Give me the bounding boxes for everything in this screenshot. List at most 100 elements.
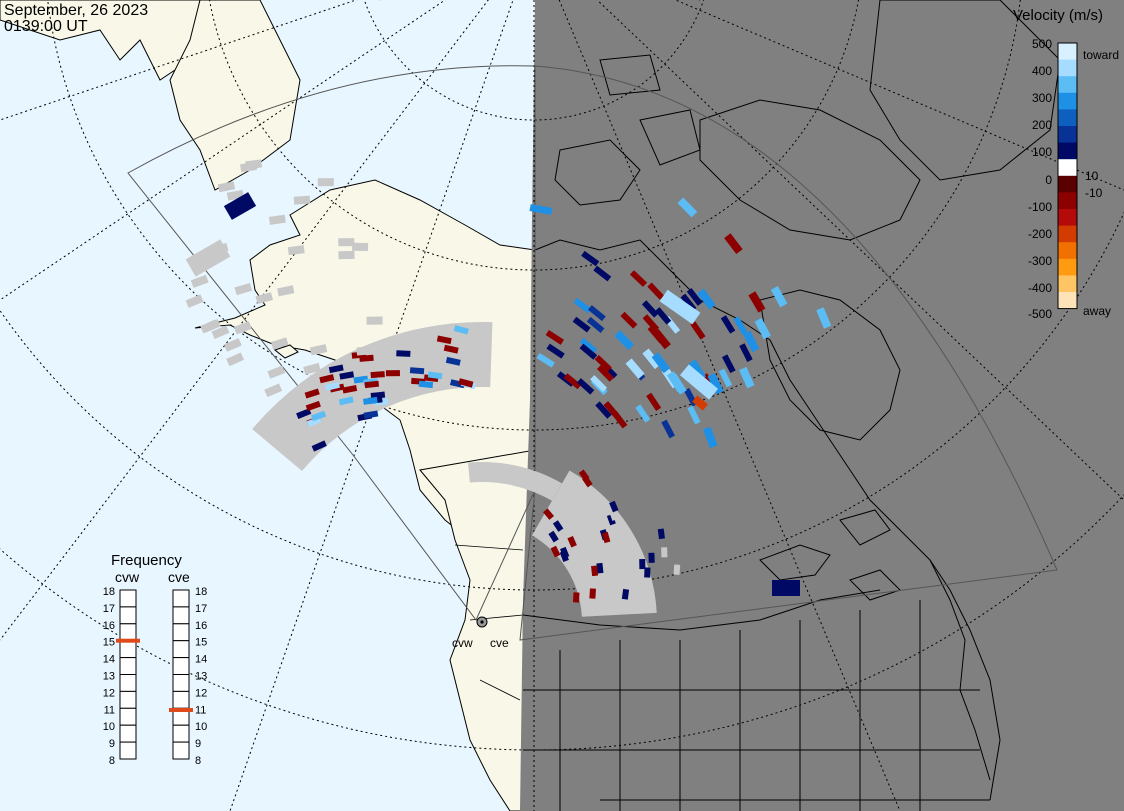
velocity-cell: [443, 344, 459, 354]
canada-coastline: [534, 239, 1001, 801]
legend-color-swatch: [1058, 192, 1077, 210]
frequency-cell: [119, 741, 137, 760]
velocity-cell: [363, 410, 379, 419]
frequency-scale-label: 18: [195, 586, 207, 598]
velocity-cell: [581, 513, 592, 525]
velocity-cell: [697, 288, 716, 310]
velocity-cell: [642, 348, 662, 370]
velocity-cell: [267, 365, 286, 379]
velocity-cell: [642, 314, 660, 332]
frequency-scale-cvw: 18 17 16 15 14 13 12 11 10 9 8: [103, 586, 140, 767]
velocity-cell: [366, 316, 383, 325]
legend-color-swatch: [1058, 59, 1077, 77]
frequency-scale-label: 12: [103, 687, 115, 699]
velocity-cell: [620, 311, 638, 329]
frequency-title: Frequency: [111, 552, 182, 569]
ground-scatter-band: [532, 470, 657, 617]
velocity-cell: [364, 380, 380, 389]
velocity-cell-toward: [223, 192, 257, 220]
legend-color-swatch: [1058, 43, 1077, 60]
legend-color-swatch: [1058, 175, 1077, 193]
legend-bar-outline: [1057, 42, 1078, 310]
velocity-cell-toward: [659, 289, 701, 325]
velocity-cell: [590, 375, 608, 392]
velocity-cell: [211, 325, 230, 339]
velocity-cell: [608, 509, 619, 521]
velocity-cell: [579, 337, 598, 354]
velocity-cell: [223, 338, 242, 352]
frequency-scale-label: 11: [195, 704, 206, 716]
legend-tick-label: -200: [1028, 227, 1052, 241]
legend-tick-label: 10: [1085, 169, 1099, 183]
velocity-cell: [770, 286, 788, 308]
velocity-cell-toward: [679, 364, 719, 400]
velocity-cell: [721, 354, 736, 374]
legend-color-swatch: [1058, 109, 1077, 127]
frequency-scale-label: 11: [104, 704, 115, 716]
velocity-cell: [591, 565, 599, 577]
velocity-cell: [567, 536, 577, 548]
kamchatka-coast: [169, 0, 301, 191]
velocity-cell: [754, 317, 771, 340]
velocity-cell: [596, 364, 614, 382]
velocity-cell: [707, 372, 724, 395]
frequency-scale-label: 14: [195, 654, 207, 666]
ground-scatter-band: [468, 462, 562, 501]
velocity-cell-toward: [529, 204, 553, 215]
legend-tick-label: 300: [1032, 91, 1052, 105]
us-canada-border: [522, 589, 881, 631]
velocity-cell: [359, 354, 374, 362]
frequency-scale-label: 10: [195, 721, 207, 733]
velocity-cell: [601, 531, 611, 544]
velocity-cell: [245, 159, 263, 170]
frequency-cell: [119, 606, 137, 625]
velocity-cell: [303, 362, 321, 375]
frequency-cell: [119, 589, 137, 608]
frequency-scale-label: 17: [195, 603, 207, 615]
legend-tick-labels: 500400300200100100-10-100-200-300-400-50…: [1028, 37, 1103, 321]
velocity-cell: [268, 214, 286, 225]
frequency-cell: [172, 606, 190, 625]
velocity-cell: [317, 178, 334, 187]
frequency-cell: [172, 724, 190, 743]
velocity-cell: [657, 528, 665, 540]
velocity-cell: [370, 371, 385, 379]
velocity-cell: [718, 368, 733, 388]
velocity-cell: [612, 540, 620, 552]
frequency-scale-label: 8: [109, 755, 115, 767]
velocity-cell: [270, 337, 289, 350]
radar-site-dot: [480, 620, 484, 624]
velocity-cell: [304, 388, 320, 399]
velocity-cell: [581, 250, 600, 267]
velocity-cell: [724, 233, 743, 255]
velocity-cell: [217, 181, 236, 193]
frequency-cell: [172, 690, 190, 709]
velocity-cell: [572, 316, 591, 333]
frequency-radar-cvw: cvw: [115, 569, 140, 585]
baffin-island: [699, 99, 921, 241]
velocity-cell: [621, 588, 630, 600]
velocity-cell: [606, 513, 616, 526]
velocity-cell: [652, 328, 671, 350]
velocity-cell: [418, 380, 434, 389]
frequency-scale-label: 15: [103, 637, 115, 649]
legend-tick-label: -10: [1085, 186, 1103, 200]
velocity-cell: [629, 270, 648, 287]
velocity-cell: [356, 346, 373, 356]
velocity-cell: [319, 374, 335, 384]
velocity-cell-toward: [772, 580, 800, 596]
velocity-cell: [690, 321, 706, 340]
velocity-cell: [233, 321, 252, 335]
frequency-cell: [119, 707, 137, 726]
velocity-cell: [409, 367, 425, 375]
velocity-cell: [583, 523, 593, 535]
frequency-marker: [169, 707, 193, 712]
velocity-cell: [296, 408, 312, 419]
cve-field-of-view: [519, 65, 1058, 641]
velocity-cell: [185, 294, 204, 308]
frequency-panel: Frequency cvw cve 18 17 16 15 14 13 12 11 10 9 8 1…: [103, 552, 208, 767]
velocity-cell: [595, 401, 612, 419]
velocity-cell: [309, 344, 328, 356]
velocity-cell: [593, 265, 612, 282]
